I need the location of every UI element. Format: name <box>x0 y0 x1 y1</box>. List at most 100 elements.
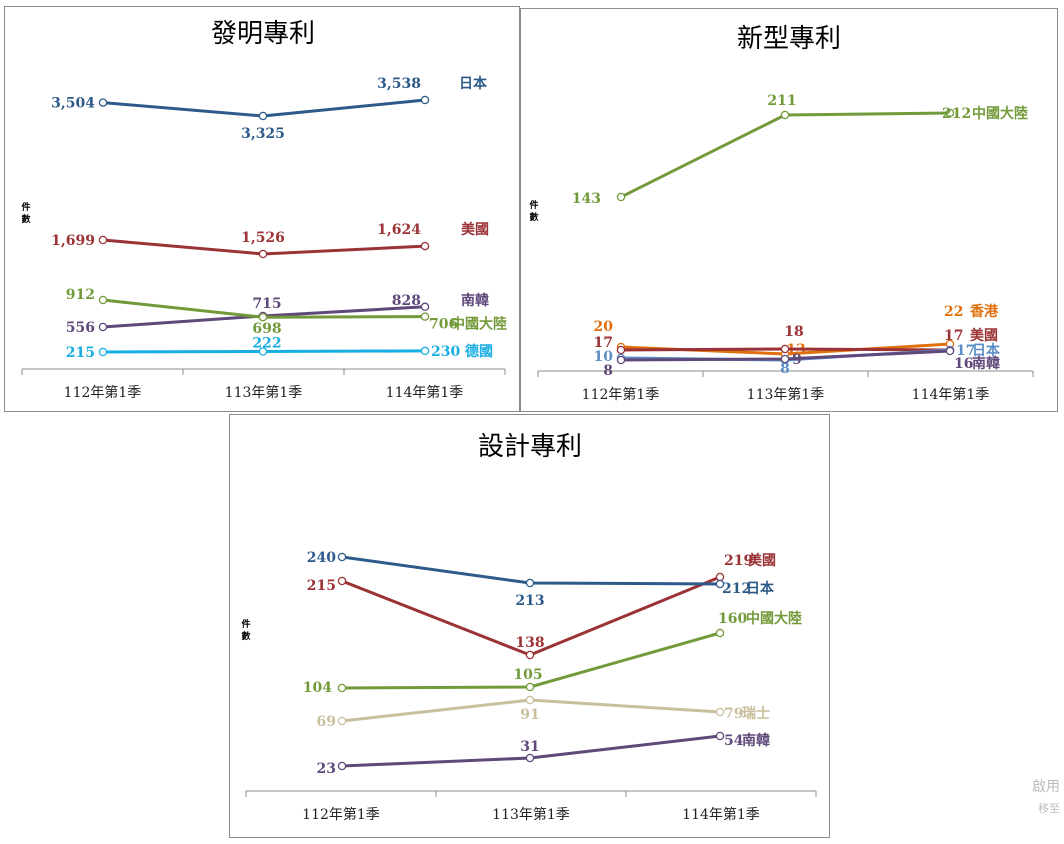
design-series-name: 日本 <box>746 580 775 597</box>
invention-data-label: 556 <box>66 320 95 336</box>
utility-series-name: 中國大陸 <box>972 105 1028 122</box>
invention-data-label: 912 <box>66 287 95 303</box>
design-data-point <box>337 716 347 726</box>
design-x-tick-label: 113年第1季 <box>492 806 570 823</box>
utility-x-tick-label: 112年第1季 <box>582 386 660 403</box>
invention-data-point <box>420 95 430 105</box>
utility-data-point <box>616 355 626 365</box>
invention-data-point <box>420 346 430 356</box>
design-data-label: 213 <box>515 593 544 609</box>
utility-data-point <box>616 345 626 355</box>
design-x-tick-label: 112年第1季 <box>302 806 380 823</box>
utility-data-label: 211 <box>767 93 796 109</box>
design-data-point <box>337 683 347 693</box>
design-data-point <box>525 578 535 588</box>
invention-data-point <box>258 347 268 356</box>
utility-ylabel-char: 件 <box>529 199 538 211</box>
design-data-point <box>525 650 535 660</box>
utility-data-label: 18 <box>784 324 803 340</box>
design-data-label: 138 <box>515 635 544 651</box>
utility-data-label: 17 <box>944 328 963 344</box>
invention-ylabel-char: 件 <box>21 201 30 213</box>
utility-title: 新型專利 <box>737 24 841 54</box>
design-data-label: 105 <box>513 667 542 683</box>
design-data-label: 31 <box>520 739 539 755</box>
utility-data-label: 8 <box>780 361 790 377</box>
invention-data-label: 1,526 <box>241 230 285 246</box>
design-data-label: 79 <box>724 706 743 722</box>
design-data-point <box>715 628 725 638</box>
invention-data-label: 3,538 <box>377 76 421 92</box>
invention-title: 發明專利 <box>211 19 315 49</box>
design-data-point <box>715 579 725 589</box>
design-data-label: 219 <box>724 553 753 569</box>
utility-series-name: 香港 <box>969 303 999 320</box>
invention-data-point <box>258 111 268 121</box>
invention-data-label: 3,504 <box>51 96 95 112</box>
design-data-point <box>525 695 535 705</box>
utility-series-name: 日本 <box>972 342 1001 359</box>
design-data-point <box>525 682 535 692</box>
design-series-name: 美國 <box>748 552 776 569</box>
invention-data-point <box>98 322 108 332</box>
design-series-name: 中國大陸 <box>746 610 802 627</box>
utility-data-point <box>780 354 790 364</box>
utility-data-point <box>945 346 955 356</box>
utility-data-label: 9 <box>792 352 802 368</box>
utility-series-name: 美國 <box>970 327 998 344</box>
design-patent-panel: 設計專利件數 112年第1季 113年第1季 114年第1季 215 138 219 美國 24… <box>229 414 830 838</box>
invention-data-label: 698 <box>252 321 281 337</box>
design-data-point <box>337 761 347 771</box>
invention-data-label: 3,325 <box>241 126 285 142</box>
design-data-label: 240 <box>307 550 336 566</box>
utility-data-label: 16 <box>954 356 973 372</box>
invention-data-label: 215 <box>66 345 95 361</box>
invention-data-point <box>258 312 268 322</box>
utility-data-label: 17 <box>956 343 975 359</box>
invention-data-label: 828 <box>392 293 421 309</box>
design-data-point <box>525 753 535 763</box>
utility-x-tick-label: 113年第1季 <box>747 386 825 403</box>
invention-series-name: 德國 <box>465 343 493 360</box>
invention-data-point <box>98 295 108 305</box>
utility-data-point <box>780 110 790 120</box>
design-ylabel-char: 數 <box>241 630 251 642</box>
invention-data-label: 1,699 <box>51 233 95 249</box>
design-data-label: 54 <box>724 733 744 749</box>
design-data-point <box>337 576 347 586</box>
invention-x-tick-label: 113年第1季 <box>225 384 303 401</box>
design-data-point <box>715 707 725 717</box>
invention-data-label: 715 <box>252 296 281 312</box>
watermark-line-2: 移至 <box>1038 802 1060 815</box>
design-data-label: 212 <box>722 581 751 597</box>
invention-series-name: 南韓 <box>461 292 489 309</box>
design-data-label: 91 <box>520 707 539 723</box>
invention-series-name: 美國 <box>461 221 489 238</box>
watermark-line-1: 啟用 <box>1032 779 1060 795</box>
utility-series-line <box>620 111 951 199</box>
design-data-point <box>715 731 725 741</box>
design-ylabel-char: 件 <box>241 618 250 630</box>
invention-data-label: 706 <box>429 317 458 333</box>
design-data-label: 104 <box>303 680 332 696</box>
utility-patent-panel: 新型專利件數 112年第1季 113年第1季 114年第1季 143 211 212 中國大陸… <box>520 8 1058 412</box>
invention-patent-panel: 發明專利件數 112年第1季 113年第1季 114年第1季 3,504 3,325 3,5… <box>4 6 520 412</box>
design-data-label: 69 <box>317 714 336 730</box>
utility-data-label: 22 <box>944 304 963 320</box>
utility-data-label: 8 <box>603 363 613 379</box>
invention-data-label: 222 <box>252 335 281 351</box>
utility-data-label: 17 <box>594 335 613 351</box>
design-data-label: 215 <box>307 578 336 594</box>
design-data-label: 23 <box>317 761 336 777</box>
design-title: 設計專利 <box>478 432 582 462</box>
utility-series-name: 南韓 <box>972 355 1000 372</box>
invention-data-point <box>420 241 430 251</box>
invention-data-point <box>98 235 108 245</box>
utility-data-point <box>616 192 626 202</box>
design-data-point <box>337 552 347 562</box>
utility-ylabel-char: 數 <box>529 211 539 223</box>
design-series-name: 瑞士 <box>742 705 770 722</box>
